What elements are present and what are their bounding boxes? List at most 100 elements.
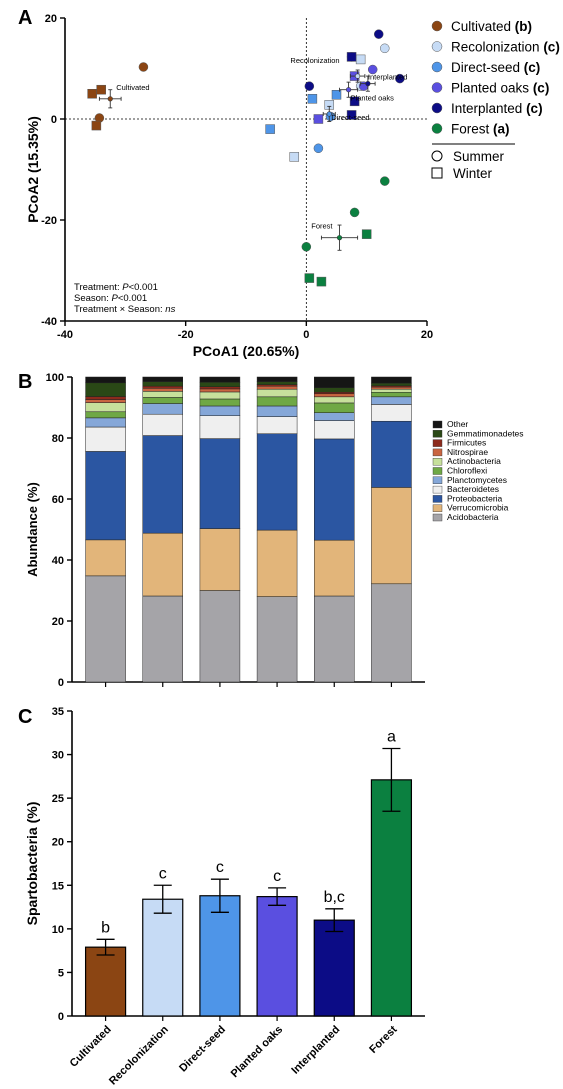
- bar-segment-proteobacteria-cultivated: [85, 451, 126, 541]
- centroid-label-direct-seed: Direct-seed: [331, 113, 369, 122]
- centroid-interplanted: [365, 81, 371, 87]
- bar-interplanted: [313, 919, 355, 1017]
- bar-segment-firmicutes-cultivated: [85, 396, 126, 400]
- point-interplanted-summer: [395, 73, 405, 84]
- bar-segment-chloroflexi-cultivated: [85, 411, 126, 419]
- bar-segment-acidobacteria-forest: [371, 583, 412, 683]
- significance-letter-direct-seed: c: [216, 859, 224, 876]
- bar-cultivated: [84, 946, 127, 1017]
- bar-segment-firmicutes-recolonization: [142, 385, 183, 389]
- bar-segment-bacteroidetes-forest: [371, 404, 412, 422]
- centroid-label-recolonization: Recolonization: [290, 56, 339, 65]
- point-interplanted-winter: [346, 110, 357, 120]
- bar-segment-nitrospirae-interplanted: [314, 393, 355, 398]
- bar-segment-proteobacteria-interplanted: [314, 438, 355, 541]
- legend-label-gemmatimonadetes: Gemmatimonadetes: [447, 428, 524, 438]
- legend-swatch-other: [432, 420, 443, 429]
- x-tick-label-planted-oaks: Planted oaks: [229, 1024, 285, 1080]
- bar-segment-other-direct-seed: [199, 376, 241, 383]
- point-forest-summer: [301, 242, 312, 252]
- y-tick-label: 35: [52, 706, 64, 718]
- significance-letter-cultivated: b: [101, 919, 110, 936]
- panel-label-a: A: [18, 7, 32, 29]
- point-forest-summer: [380, 176, 390, 186]
- bar-segment-gemmatimonadetes-cultivated: [85, 382, 126, 397]
- bar-segment-verrucomicrobia-interplanted: [314, 539, 355, 597]
- point-planted-oaks-winter: [313, 114, 324, 124]
- bar-segment-chloroflexi-planted-oaks: [256, 396, 298, 407]
- point-direct-seed-winter: [331, 90, 342, 100]
- point-recolonization-winter: [355, 54, 366, 65]
- legend-label-chloroflexi: Chloroflexi: [447, 466, 487, 476]
- bar-segment-acidobacteria-cultivated: [85, 575, 126, 683]
- bar-segment-bacteroidetes-cultivated: [85, 426, 126, 452]
- y-tick-label: 10: [52, 924, 64, 936]
- y-tick-label: -40: [41, 316, 57, 328]
- point-forest-winter: [361, 229, 372, 239]
- bar-segment-nitrospirae-direct-seed: [199, 388, 241, 393]
- point-forest-summer: [349, 207, 360, 218]
- x-tick-label-forest: Forest: [367, 1023, 399, 1055]
- y-axis-title: Spartobacteria (%): [24, 802, 40, 926]
- pcoa-scatter-panel: -40 -20 0 20 -40 -20 0 20 PCoA1 (20.65%) PCoA2 (1…: [25, 13, 560, 359]
- y-tick-label: 20: [52, 837, 64, 849]
- point-direct-seed-winter: [307, 94, 318, 104]
- bar-segment-proteobacteria-forest: [371, 420, 412, 488]
- legend-label-direct-seed: Direct-seed (c): [451, 60, 540, 75]
- bar-segment-firmicutes-direct-seed: [199, 386, 241, 390]
- legend-swatch-nitrospirae: [432, 448, 443, 457]
- point-direct-seed-winter: [265, 124, 275, 134]
- legend-label-summer: Summer: [453, 149, 505, 164]
- point-cultivated-winter: [87, 89, 97, 99]
- bar-direct-seed: [199, 895, 241, 1017]
- centroid-forest: [336, 235, 343, 241]
- legend-label-planted-oaks: Planted oaks (c): [451, 81, 549, 96]
- y-tick-label: 0: [58, 1011, 64, 1023]
- stacked-abundance-panel: 0 20 40 60 80 100 Abundance (%) OtherGemmatimon…: [25, 372, 524, 689]
- x-tick-label-interplanted: Interplanted: [289, 1024, 342, 1077]
- bar-segment-actinobacteria-planted-oaks: [256, 388, 298, 398]
- legend-label-firmicutes: Firmicutes: [447, 438, 486, 448]
- bar-segment-proteobacteria-recolonization: [142, 435, 183, 534]
- bar-segment-other-planted-oaks: [256, 376, 298, 382]
- bar-segment-bacteroidetes-direct-seed: [199, 415, 241, 439]
- bar-segment-chloroflexi-direct-seed: [199, 398, 241, 407]
- bar-segment-chloroflexi-forest: [371, 392, 412, 398]
- bar-segment-acidobacteria-planted-oaks: [256, 596, 298, 683]
- bar-segment-nitrospirae-cultivated: [85, 399, 126, 403]
- centroid-cultivated: [107, 96, 113, 102]
- centroid-planted-oaks: [345, 87, 352, 93]
- legend-marker-interplanted: [431, 102, 443, 114]
- bar-segment-gemmatimonadetes-forest: [371, 382, 412, 387]
- bar-segment-verrucomicrobia-forest: [371, 487, 412, 585]
- bar-segment-planctomycetes-direct-seed: [199, 405, 241, 416]
- point-interplanted-summer: [304, 81, 315, 91]
- bar-segment-chloroflexi-recolonization: [142, 397, 183, 404]
- bar-planted-oaks: [256, 896, 298, 1017]
- bar-recolonization: [142, 898, 184, 1017]
- bar-segment-actinobacteria-recolonization: [142, 391, 183, 398]
- point-forest-winter: [304, 273, 315, 283]
- stats-annotation-line: Treatment: P<0.001: [74, 282, 158, 293]
- stats-annotation-line: Season: P<0.001: [74, 293, 147, 304]
- legend-swatch-actinobacteria: [432, 458, 443, 466]
- y-tick-label: 0: [58, 677, 64, 689]
- bar-segment-planctomycetes-recolonization: [142, 403, 183, 415]
- legend-label-proteobacteria: Proteobacteria: [447, 493, 503, 503]
- bar-segment-planctomycetes-cultivated: [85, 417, 126, 428]
- bar-forest: [370, 779, 413, 1017]
- legend-marker-direct-seed: [431, 61, 443, 73]
- x-tick-label: -40: [57, 329, 73, 341]
- bar-segment-chloroflexi-interplanted: [314, 402, 355, 413]
- legend-label-other: Other: [447, 419, 468, 429]
- bar-segment-other-forest: [371, 376, 412, 384]
- y-tick-label: 20: [52, 616, 64, 628]
- x-tick-label: -20: [178, 329, 194, 341]
- legend-label-winter: Winter: [453, 166, 493, 181]
- legend-label-acidobacteria: Acidobacteria: [447, 512, 499, 522]
- significance-letter-planted-oaks: c: [273, 868, 281, 885]
- y-tick-label: 25: [52, 793, 64, 805]
- x-axis-title: PCoA1 (20.65%): [193, 343, 300, 359]
- bar-segment-planctomycetes-forest: [371, 396, 412, 405]
- y-tick-label: 5: [58, 967, 64, 979]
